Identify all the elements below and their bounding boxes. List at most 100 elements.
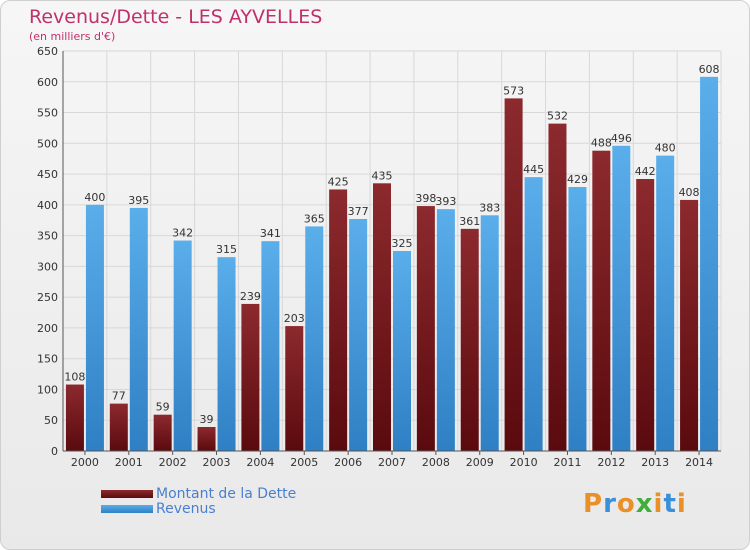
x-tick-label: 2001 [115, 456, 143, 469]
value-labels: 108 400 77 395 59 342 39 315 239 341 203 365 425 377 4… [64, 63, 719, 426]
bar-debt [680, 199, 699, 451]
x-tick-label: 2003 [203, 456, 231, 469]
x-tick-label: 2006 [334, 456, 362, 469]
bar-debt [109, 403, 128, 451]
logo-letter: r [603, 489, 617, 519]
y-tick-label: 350 [37, 230, 58, 243]
legend-label-debt: Montant de la Dette [156, 486, 297, 502]
bar-debt [636, 179, 655, 451]
logo-letter: P [583, 489, 604, 519]
value-label-revenus: 393 [435, 195, 456, 208]
x-tick-label: 2002 [159, 456, 187, 469]
bar-revenus [349, 219, 368, 451]
bar-debt [197, 427, 216, 451]
y-tick-label: 250 [37, 291, 58, 304]
y-tick-label: 550 [37, 107, 58, 120]
x-tick-label: 2004 [246, 456, 274, 469]
x-tick-label: 2010 [510, 456, 538, 469]
y-tick-label: 150 [37, 353, 58, 366]
x-tick-label: 2005 [290, 456, 318, 469]
value-label-revenus: 342 [172, 227, 193, 240]
value-label-revenus: 429 [567, 173, 588, 186]
x-tick-label: 2012 [597, 456, 625, 469]
value-label-revenus: 445 [523, 163, 544, 176]
value-label-revenus: 496 [611, 132, 632, 145]
bar-revenus [85, 204, 104, 451]
value-label-debt: 239 [240, 290, 261, 303]
value-label-debt: 573 [503, 84, 524, 97]
bar-revenus [700, 76, 719, 451]
value-label-revenus: 315 [216, 243, 237, 256]
bars [65, 76, 719, 452]
y-tick-label: 50 [44, 414, 58, 427]
bar-revenus [261, 241, 280, 451]
bar-revenus [656, 155, 675, 451]
value-label-debt: 361 [459, 215, 480, 228]
value-label-debt: 77 [112, 390, 126, 403]
x-tick-label: 2000 [71, 456, 99, 469]
value-label-debt: 408 [679, 186, 700, 199]
value-label-revenus: 341 [260, 227, 281, 240]
value-label-revenus: 365 [304, 212, 325, 225]
bar-revenus [524, 177, 543, 451]
bar-revenus [480, 215, 499, 451]
value-label-debt: 442 [635, 165, 656, 178]
bar-revenus [129, 207, 148, 451]
bar-debt [460, 228, 479, 451]
value-label-debt: 425 [328, 175, 349, 188]
value-label-revenus: 383 [479, 201, 500, 214]
x-tick-label: 2014 [685, 456, 713, 469]
axes: 0 50 100 150 200 250 300 350 400 450 500 550 600 650 2… [37, 45, 721, 469]
legend-swatch-debt [101, 490, 153, 498]
x-tick-label: 2011 [553, 456, 581, 469]
value-label-debt: 203 [284, 312, 305, 325]
bar-debt [285, 326, 304, 451]
y-tick-label: 200 [37, 322, 58, 335]
y-tick-label: 300 [37, 260, 58, 273]
value-label-debt: 532 [547, 110, 568, 123]
x-tick-label: 2009 [466, 456, 494, 469]
y-tick-label: 650 [37, 45, 58, 58]
legend-swatch-revenus [101, 505, 153, 513]
y-tick-label: 500 [37, 137, 58, 150]
bar-revenus [305, 226, 324, 451]
y-tick-label: 600 [37, 76, 58, 89]
bar-debt [241, 303, 260, 451]
x-tick-label: 2008 [422, 456, 450, 469]
value-label-revenus: 400 [84, 191, 105, 204]
y-tick-label: 400 [37, 199, 58, 212]
x-tick-label: 2013 [641, 456, 669, 469]
bar-revenus [217, 257, 236, 451]
bar-revenus [568, 187, 587, 451]
bar-debt [416, 206, 435, 451]
bar-revenus [173, 240, 192, 451]
value-label-revenus: 608 [699, 63, 720, 76]
value-label-revenus: 480 [655, 142, 676, 155]
value-label-debt: 39 [200, 413, 214, 426]
bar-debt [592, 150, 611, 451]
value-label-revenus: 377 [348, 205, 369, 218]
bar-debt [548, 123, 567, 451]
value-label-debt: 488 [591, 137, 612, 150]
value-label-debt: 108 [64, 371, 85, 384]
value-label-debt: 59 [156, 401, 170, 414]
bar-debt [504, 98, 523, 451]
value-label-debt: 398 [415, 192, 436, 205]
y-tick-label: 100 [37, 383, 58, 396]
value-label-revenus: 325 [392, 237, 413, 250]
logo-letter: o [616, 489, 636, 519]
bar-debt [329, 189, 348, 451]
bar-revenus [436, 209, 455, 451]
chart-subtitle: (en milliers d'€) [29, 30, 116, 43]
bar-revenus [612, 145, 631, 451]
proxiti-logo: Proxiti [583, 489, 687, 519]
bar-debt [373, 183, 391, 452]
y-tick-label: 0 [51, 445, 58, 458]
logo-letter: i [653, 489, 664, 519]
chart-title: Revenus/Dette - LES AYVELLES [29, 6, 323, 28]
logo-letter: x [635, 489, 654, 519]
legend-label-revenus: Revenus [156, 501, 216, 517]
value-label-revenus: 395 [128, 194, 149, 207]
